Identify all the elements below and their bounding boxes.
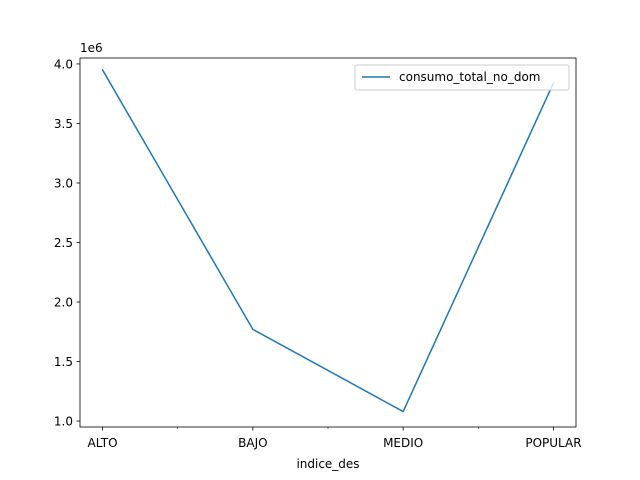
y-axis-offset-label: 1e6 [80, 41, 103, 55]
y-axis-ticks: 1.0 1.5 2.0 2.5 3.0 3.5 4.0 [54, 57, 80, 429]
y-tick-label: 3.5 [54, 117, 73, 131]
y-tick-label: 1.5 [54, 355, 73, 369]
y-tick-label: 2.5 [54, 236, 73, 250]
x-axis-label: indice_des [296, 457, 359, 471]
x-tick-label: BAJO [238, 436, 267, 450]
x-axis-ticks: ALTO BAJO MEDIO POPULAR [88, 427, 582, 450]
y-tick-label: 1.0 [54, 415, 73, 429]
y-tick-label: 4.0 [54, 57, 73, 71]
y-tick-label: 3.0 [54, 176, 73, 190]
legend-box [354, 64, 570, 91]
y-tick-label: 2.0 [54, 296, 73, 310]
series-line [101, 68, 555, 413]
legend: consumo_total_no_dom [354, 64, 570, 91]
legend-label: consumo_total_no_dom [399, 70, 540, 84]
plot-area-frame [79, 57, 577, 428]
series-layer [101, 68, 555, 413]
x-tick-label: ALTO [88, 436, 118, 450]
x-tick-label: POPULAR [525, 436, 581, 450]
x-tick-label: MEDIO [383, 436, 423, 450]
